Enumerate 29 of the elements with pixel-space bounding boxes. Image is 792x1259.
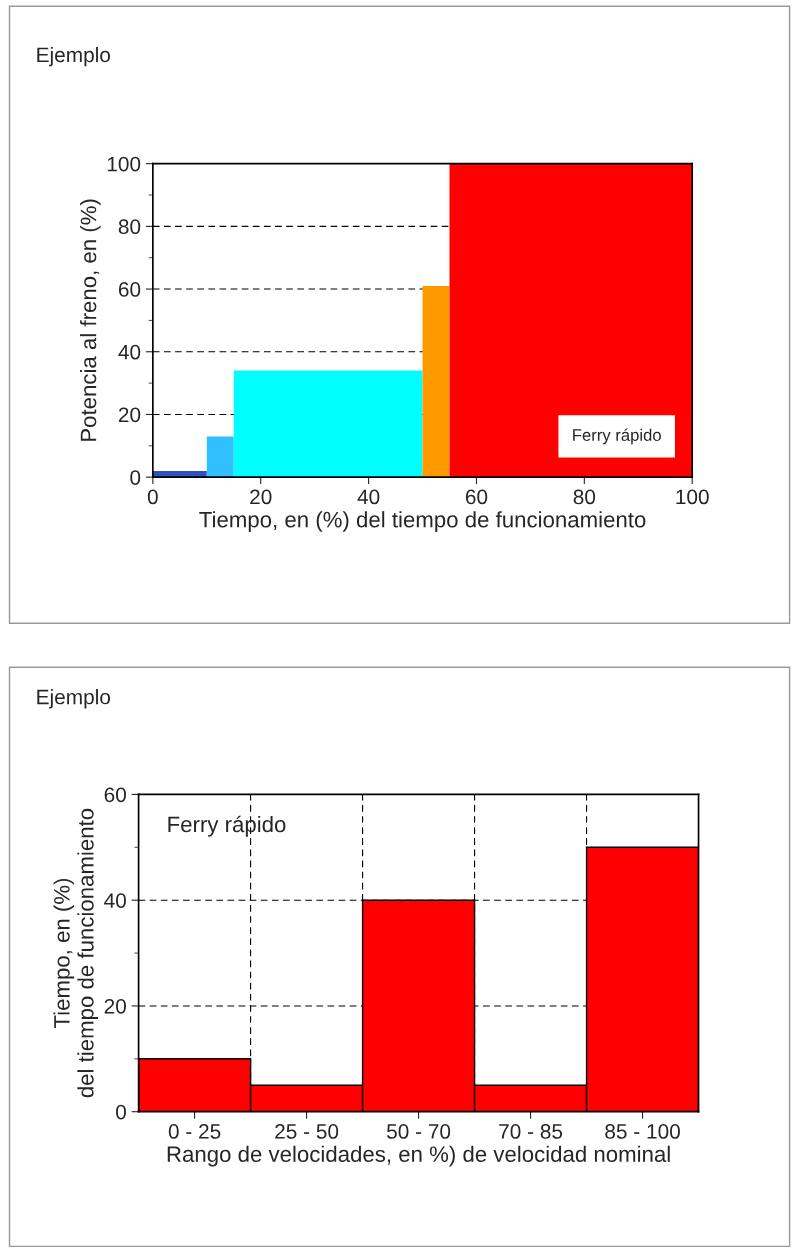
- annotation: Ferry rápido: [573, 428, 661, 445]
- y-axis-title: Tiempo, en (%) del tiempo de funcionamiento: [53, 808, 99, 1098]
- x-tick-label: 60: [465, 489, 488, 505]
- y-tick-label: 0: [116, 1104, 126, 1120]
- x-tick-label: 85 - 100: [605, 1124, 680, 1139]
- x-axis-title: Rango de velocidades, en %) de velocidad nominal: [167, 1145, 670, 1167]
- y-tick-label: 40: [104, 893, 126, 908]
- annotation: Ferry rápido: [168, 815, 286, 837]
- x-tick-label: 70 - 85: [499, 1124, 563, 1139]
- x-axis-title: Tiempo, en (%) del tiempo de funcionamiento: [199, 511, 646, 532]
- x-tick-label: 0 - 25: [168, 1124, 221, 1139]
- y-tick-label: 60: [118, 282, 141, 297]
- y-tick-label: 100: [107, 156, 141, 172]
- x-tick-label: 40: [357, 489, 380, 505]
- y-tick-label: 40: [118, 344, 141, 360]
- x-tick-label: 25 - 50: [275, 1124, 339, 1139]
- y-tick-label: 60: [104, 787, 126, 803]
- y-tick-label: 20: [104, 998, 126, 1014]
- chart-title: Ejemplo: [37, 689, 111, 709]
- chart-title: Ejemplo: [37, 46, 111, 67]
- x-tick-label: 50 - 70: [386, 1124, 451, 1139]
- x-tick-label: 20: [250, 489, 272, 505]
- x-tick-label: 100: [676, 489, 709, 505]
- x-tick-label: 80: [573, 489, 596, 505]
- x-tick-label: 0: [147, 489, 158, 505]
- y-tick-label: 20: [118, 407, 141, 423]
- y-axis-title: Potencia al freno, en (%): [80, 199, 101, 441]
- y-tick-label: 0: [130, 470, 141, 485]
- y-tick-label: 80: [118, 219, 141, 235]
